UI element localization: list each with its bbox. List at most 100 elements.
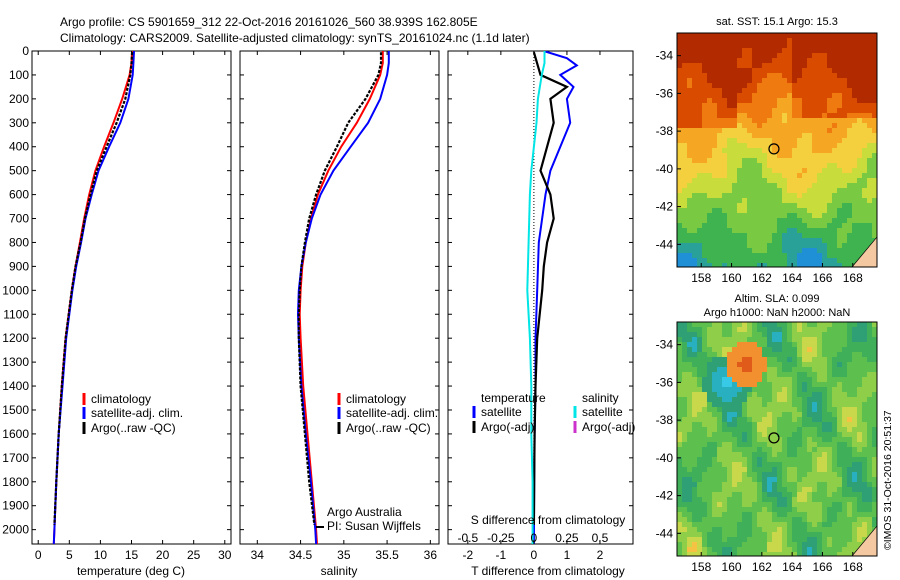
map-cell — [772, 128, 777, 133]
map-cell — [837, 482, 842, 487]
map-cell — [777, 238, 782, 243]
map-cell — [822, 477, 827, 482]
map-cell — [712, 193, 717, 198]
map-cell — [717, 228, 722, 233]
map-cell — [872, 397, 877, 402]
map-cell — [702, 128, 707, 133]
map-cell — [847, 103, 852, 108]
map-cell — [762, 342, 767, 347]
map-cell — [842, 387, 847, 392]
map-cell — [747, 392, 752, 397]
map-cell — [752, 148, 757, 153]
map-cell — [717, 243, 722, 248]
map-cell — [767, 547, 772, 552]
map-cell — [727, 537, 732, 542]
map-cell — [872, 93, 877, 98]
map-cell — [852, 133, 857, 138]
map-cell — [797, 517, 802, 522]
map-cell — [732, 527, 737, 532]
map-cell — [722, 362, 727, 367]
map-cell — [852, 517, 857, 522]
map-cell — [812, 148, 817, 153]
map-cell — [792, 73, 797, 78]
map-cell — [812, 387, 817, 392]
map-cell — [687, 342, 692, 347]
map-cell — [722, 243, 727, 248]
map-cell — [857, 322, 862, 327]
map-cell — [862, 203, 867, 208]
map-cell — [787, 143, 792, 148]
map-cell — [677, 93, 682, 98]
map-cell — [817, 218, 822, 223]
map-cell — [802, 143, 807, 148]
map-cell — [827, 153, 832, 158]
map-cell — [692, 128, 697, 133]
map-cell — [692, 248, 697, 253]
map-cell — [712, 517, 717, 522]
map-cell — [732, 63, 737, 68]
map-cell — [812, 123, 817, 128]
map-x-tick-label: 168 — [843, 560, 863, 574]
map-cell — [872, 427, 877, 432]
map-cell — [802, 78, 807, 83]
legend-climatology-label: climatology — [346, 392, 406, 406]
map-cell — [687, 118, 692, 123]
map-cell — [797, 487, 802, 492]
map-cell — [772, 253, 777, 258]
map-cell — [807, 88, 812, 93]
map-cell — [752, 83, 757, 88]
map-cell — [812, 183, 817, 188]
map-cell — [842, 88, 847, 93]
map-cell — [717, 492, 722, 497]
map-cell — [852, 482, 857, 487]
map-cell — [712, 38, 717, 43]
map-cell — [752, 248, 757, 253]
map-cell — [837, 73, 842, 78]
map-cell — [832, 322, 837, 327]
map-cell — [732, 153, 737, 158]
map-cell — [752, 153, 757, 158]
map-cell — [842, 467, 847, 472]
map-cell — [832, 452, 837, 457]
map-cell — [847, 547, 852, 552]
map-cell — [862, 38, 867, 43]
map-cell — [697, 392, 702, 397]
map-cell — [727, 517, 732, 522]
map-cell — [772, 322, 777, 327]
map-cell — [742, 547, 747, 552]
map-cell — [742, 417, 747, 422]
map-cell — [747, 243, 752, 248]
map-cell — [797, 427, 802, 432]
map-cell — [722, 213, 727, 218]
map-cell — [767, 532, 772, 537]
map-cell — [697, 507, 702, 512]
map-cell — [787, 422, 792, 427]
map-cell — [847, 153, 852, 158]
map-cell — [737, 58, 742, 63]
map-cell — [782, 43, 787, 48]
map-cell — [802, 233, 807, 238]
map-cell — [692, 88, 697, 93]
map-cell — [747, 168, 752, 173]
map-cell — [757, 432, 762, 437]
map-cell — [712, 183, 717, 188]
map-cell — [742, 38, 747, 43]
map-cell — [737, 238, 742, 243]
map-cell — [732, 517, 737, 522]
map-cell — [762, 397, 767, 402]
map-cell — [697, 53, 702, 58]
map-cell — [822, 83, 827, 88]
map-cell — [852, 352, 857, 357]
map-cell — [747, 173, 752, 178]
map-cell — [702, 502, 707, 507]
map-cell — [727, 48, 732, 53]
map-cell — [867, 183, 872, 188]
map-cell — [747, 352, 752, 357]
map-cell — [677, 108, 682, 113]
map-cell — [742, 128, 747, 133]
map-cell — [777, 532, 782, 537]
map-cell — [742, 163, 747, 168]
map-cell — [772, 432, 777, 437]
map-cell — [862, 392, 867, 397]
map-cell — [777, 482, 782, 487]
